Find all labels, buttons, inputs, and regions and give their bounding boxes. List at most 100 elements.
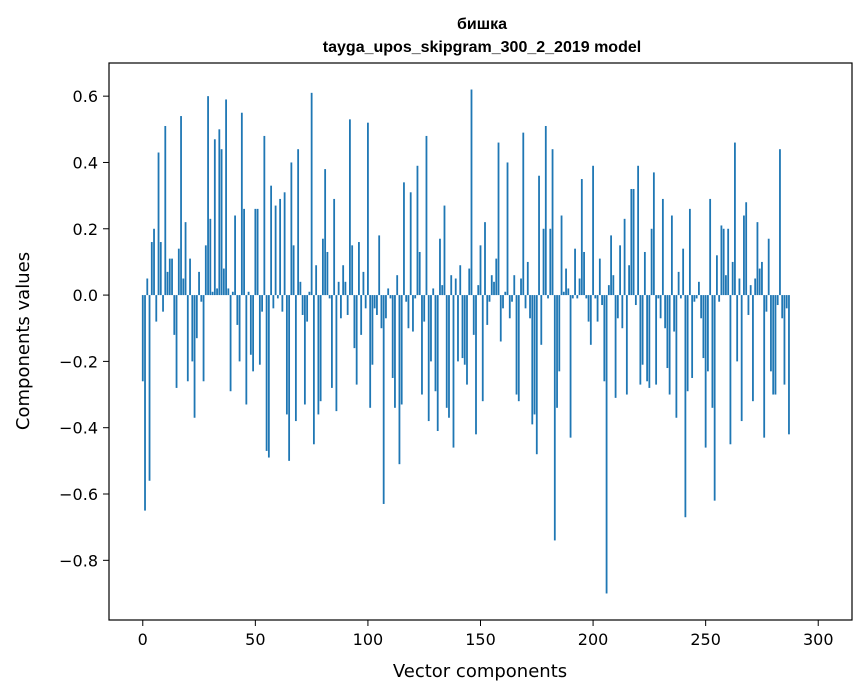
x-axis-label: Vector components [393, 661, 567, 682]
bar [659, 295, 662, 319]
bar [303, 295, 306, 405]
y-tick-label: −0.6 [59, 485, 98, 504]
bar [468, 268, 471, 296]
bar [688, 208, 691, 296]
bar [328, 295, 331, 299]
bar [195, 295, 198, 339]
bar [191, 295, 194, 362]
bar [394, 295, 396, 408]
bar [198, 271, 200, 296]
bar [722, 228, 725, 296]
bar [727, 228, 730, 296]
bar [274, 205, 277, 296]
bar [270, 185, 273, 296]
bar [155, 295, 158, 322]
bars-group [141, 89, 790, 594]
bar [619, 245, 621, 296]
bar [457, 295, 459, 362]
bar [643, 251, 646, 296]
bar [312, 295, 315, 445]
bar [202, 295, 205, 382]
bar [499, 295, 502, 342]
bar [371, 295, 374, 365]
bar [288, 295, 291, 461]
bar [182, 278, 185, 296]
bar [398, 295, 401, 465]
bar [603, 295, 606, 382]
bar [578, 278, 581, 296]
bar [218, 129, 221, 296]
bar [497, 142, 500, 296]
bar [186, 295, 189, 382]
bar [531, 295, 534, 425]
bar [175, 295, 178, 388]
bar [601, 295, 603, 306]
bar [691, 295, 694, 378]
plot-frame [108, 62, 853, 621]
bar [664, 295, 667, 329]
bar [211, 291, 214, 296]
bar [358, 242, 360, 296]
bar [637, 165, 640, 296]
bar [315, 265, 318, 296]
bar [157, 152, 160, 296]
bar [389, 295, 392, 299]
bar [279, 198, 282, 296]
y-tick-label: 0.4 [73, 153, 98, 172]
bar [779, 149, 781, 296]
bar [745, 202, 748, 296]
bar [351, 245, 354, 296]
bar [540, 295, 543, 345]
bar [605, 295, 608, 594]
bar [418, 251, 421, 296]
bar [704, 295, 707, 448]
bar [335, 295, 338, 412]
bar [184, 222, 187, 296]
bar [209, 218, 212, 296]
bar [711, 295, 714, 408]
bar [200, 295, 203, 302]
bar [743, 215, 745, 296]
bar [294, 295, 297, 422]
bar [670, 215, 673, 296]
bar [686, 295, 689, 392]
bar [684, 295, 687, 518]
bar [770, 295, 772, 372]
y-tick-label: 0.2 [73, 220, 98, 239]
x-tick-label: 250 [690, 630, 721, 649]
x-tick-label: 100 [353, 630, 384, 649]
bar [403, 182, 405, 296]
bar [569, 295, 572, 438]
bar [168, 258, 171, 296]
bar [234, 215, 236, 296]
bar [747, 295, 750, 315]
chart-title: бишка [457, 16, 507, 33]
bar [666, 295, 669, 369]
bar [376, 295, 378, 315]
bar [616, 295, 619, 319]
bar [346, 295, 349, 315]
bar [321, 238, 324, 296]
bar [607, 285, 610, 296]
bar [245, 295, 248, 405]
bar [249, 295, 252, 355]
bar [144, 295, 146, 511]
y-axis-ticks: −0.8 −0.6 −0.4 −0.2 0.0 0.2 0.4 0.6 [59, 87, 109, 570]
bar [740, 295, 743, 422]
bar [436, 295, 439, 432]
bar [283, 192, 286, 296]
bar [481, 295, 484, 402]
bar [236, 295, 239, 325]
bar [331, 295, 333, 388]
bar [547, 295, 549, 299]
bar [317, 295, 320, 415]
bar [698, 281, 700, 296]
bar [445, 295, 448, 408]
bar [673, 295, 676, 332]
bar [641, 295, 644, 365]
bar [767, 238, 770, 296]
bar [452, 295, 455, 448]
bar [180, 116, 182, 296]
bar [391, 295, 394, 378]
